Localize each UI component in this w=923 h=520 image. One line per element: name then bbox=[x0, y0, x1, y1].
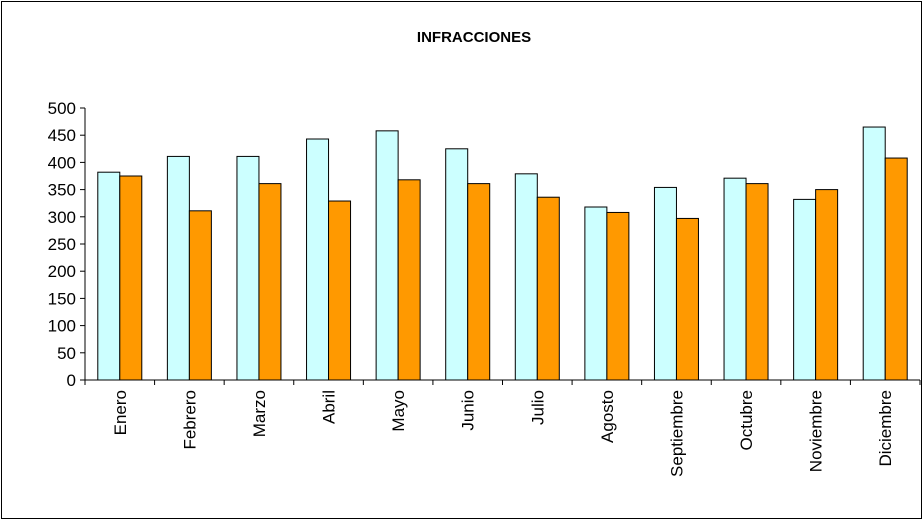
bar-series-2 bbox=[329, 201, 351, 380]
chart-title: INFRACCIONES bbox=[417, 29, 531, 46]
x-tick-label: Junio bbox=[459, 390, 478, 431]
x-tick-label: Noviembre bbox=[807, 390, 826, 472]
bar-series-2 bbox=[259, 184, 281, 380]
bar-series-2 bbox=[398, 180, 420, 380]
plot-area: 0 50 100 150 200 250 300 350 400 450 500 Enero Febre… bbox=[48, 99, 920, 477]
x-tick-label: Febrero bbox=[180, 390, 199, 450]
y-tick-label: 100 bbox=[48, 317, 76, 336]
y-tick-label: 450 bbox=[48, 126, 76, 145]
x-tick-label: Diciembre bbox=[876, 390, 895, 467]
bar-series-2 bbox=[468, 184, 490, 380]
y-tick-label: 50 bbox=[57, 344, 76, 363]
bar-series-2 bbox=[189, 211, 211, 380]
x-tick-label: Abril bbox=[320, 390, 339, 424]
bar-series-1 bbox=[515, 174, 537, 380]
bar-series-2 bbox=[746, 184, 768, 380]
bar-series-2 bbox=[885, 158, 907, 380]
y-tick-label: 250 bbox=[48, 235, 76, 254]
y-tick-label: 500 bbox=[48, 99, 76, 118]
x-tick-label: Julio bbox=[528, 390, 547, 425]
y-tick-label: 350 bbox=[48, 181, 76, 200]
x-tick-label: Enero bbox=[111, 390, 130, 435]
x-tick-label: Mayo bbox=[389, 390, 408, 432]
y-tick-label: 400 bbox=[48, 153, 76, 172]
bar-series-2 bbox=[120, 176, 142, 380]
bar-series-1 bbox=[98, 172, 120, 380]
bar-series-1 bbox=[376, 131, 398, 380]
bar-series-1 bbox=[585, 207, 607, 380]
bar-series-1 bbox=[237, 156, 259, 380]
y-tick-label: 150 bbox=[48, 289, 76, 308]
y-tick-label: 200 bbox=[48, 262, 76, 281]
x-tick-label: Octubre bbox=[737, 390, 756, 450]
bar-series-1 bbox=[167, 156, 189, 380]
bar-series-2 bbox=[537, 197, 559, 380]
bar-series-1 bbox=[794, 199, 816, 380]
bar-series-1 bbox=[863, 127, 885, 380]
bar-series-2 bbox=[676, 218, 698, 380]
x-tick-label: Marzo bbox=[250, 390, 269, 437]
bar-series-1 bbox=[724, 178, 746, 380]
bar-series-1 bbox=[654, 187, 676, 380]
x-tick-label: Agosto bbox=[598, 390, 617, 443]
bar-series-2 bbox=[607, 212, 629, 380]
bar-series-2 bbox=[816, 190, 838, 380]
y-tick-label: 0 bbox=[67, 371, 76, 390]
bar-series-1 bbox=[446, 149, 468, 380]
x-tick-label: Septiembre bbox=[667, 390, 686, 477]
y-tick-label: 300 bbox=[48, 208, 76, 227]
bar-series-1 bbox=[307, 139, 329, 380]
